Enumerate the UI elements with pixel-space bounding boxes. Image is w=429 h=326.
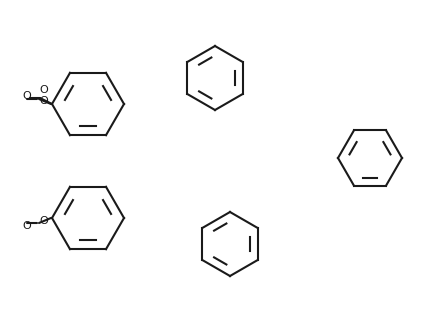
Text: O: O [39, 96, 48, 106]
Text: O: O [39, 216, 48, 226]
Text: O: O [23, 91, 31, 101]
Text: O: O [23, 221, 31, 231]
Text: O: O [39, 85, 48, 95]
